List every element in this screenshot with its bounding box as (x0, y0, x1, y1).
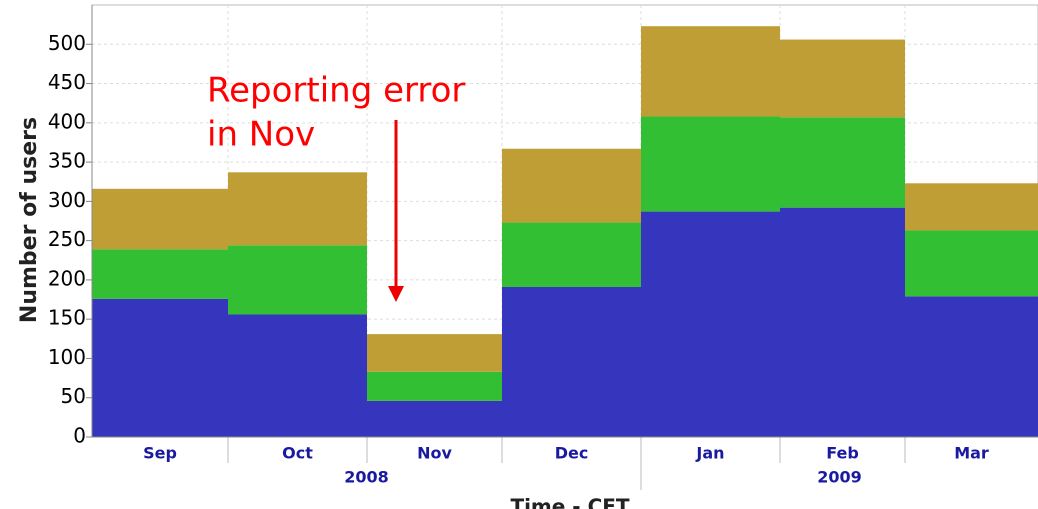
axes: 0 50 100 150 200 250 300 350 400 450 500 Sep Oct Nov D… (48, 5, 1038, 490)
annotation: Reporting error (207, 71, 465, 111)
bar-segment (92, 188, 228, 250)
x-tick-label: Nov (417, 444, 452, 463)
bar-segment (92, 298, 228, 437)
y-tick-label: 300 (48, 188, 86, 212)
bar-segment (502, 148, 641, 223)
bar-segment (367, 400, 502, 437)
annotation-arrow-head (388, 286, 404, 302)
bar-segment (228, 245, 367, 315)
y-tick-label: 50 (61, 384, 86, 408)
bar-segment (367, 334, 502, 372)
bar-segment (228, 314, 367, 437)
bar-segment (905, 230, 1038, 297)
bar-segment (228, 172, 367, 246)
y-tick-label: 400 (48, 109, 86, 133)
x-tick-label: Oct (282, 444, 313, 463)
bar-segment (780, 207, 905, 437)
y-tick-label: 200 (48, 266, 86, 290)
y-tick-label: 350 (48, 149, 86, 173)
bar-segment (502, 286, 641, 437)
y-axis-label: Number of users (17, 117, 42, 323)
bar-segment (905, 296, 1038, 437)
x-tick-label: Feb (826, 444, 859, 463)
bar-segment (780, 39, 905, 118)
annotation: in Nov (207, 115, 315, 155)
y-tick-label: 500 (48, 31, 86, 55)
bar-segment (641, 116, 780, 212)
y-tick-label: 150 (48, 306, 86, 330)
bar-segment (367, 371, 502, 401)
x-tick-label: Sep (143, 444, 177, 463)
year-label: 2008 (344, 468, 389, 487)
y-tick-label: 100 (48, 345, 86, 369)
x-tick-label: Mar (954, 444, 989, 463)
y-tick-label: 250 (48, 227, 86, 251)
bar-segment (641, 211, 780, 437)
bar-segment (502, 222, 641, 287)
y-tick-label: 450 (48, 70, 86, 94)
bar-segment (905, 183, 1038, 231)
bar-segment (641, 26, 780, 117)
x-tick-label: Jan (695, 444, 724, 463)
bars (92, 26, 1038, 437)
x-tick-label: Dec (555, 444, 589, 463)
x-axis-label: Time - CET (510, 495, 629, 509)
y-tick-label: 0 (73, 424, 86, 448)
bar-segment (780, 117, 905, 208)
bar-segment (92, 249, 228, 299)
year-label: 2009 (817, 468, 862, 487)
